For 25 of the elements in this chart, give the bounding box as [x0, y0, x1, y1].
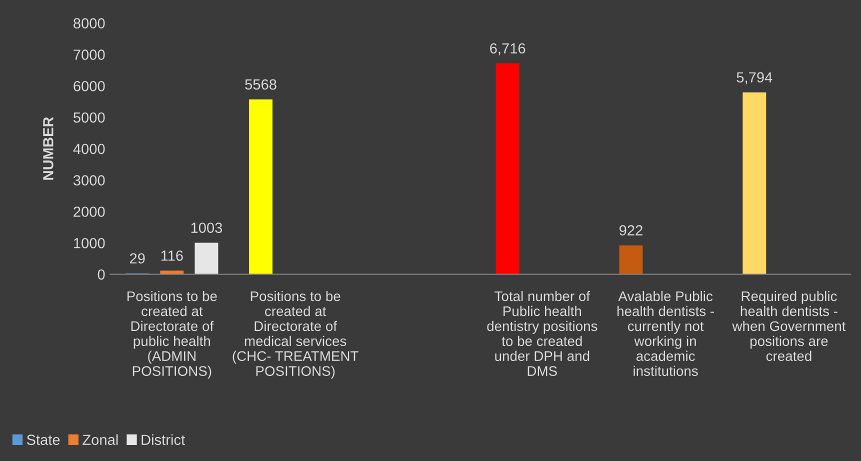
data-label: 1003: [191, 222, 222, 233]
x-tick-label: Positions to be created at Directorate of public health (ADMIN POSITIONS): [128, 290, 217, 379]
y-tick-label: 7000: [74, 50, 105, 60]
legend-label: District: [142, 434, 185, 445]
data-label: 29: [130, 253, 145, 264]
x-tick-label: Required public health dentists - when Government positions are created: [732, 290, 846, 362]
data-label: 6,716: [490, 43, 526, 56]
x-tick-label: Avalable Public health dentists - currently not working in academic institutions: [617, 290, 714, 376]
y-tick-label: 8000: [74, 18, 105, 28]
y-tick-label: 3000: [73, 175, 105, 186]
legend-label: Zonal: [82, 434, 118, 445]
data-label: 5568: [245, 79, 276, 90]
data-label: 922: [620, 225, 642, 236]
y-tick-label: 4000: [73, 144, 105, 154]
x-tick-label: Total number of Public health dentistry positions to be created under DPH and DMS: [487, 290, 598, 376]
legend-label: State: [26, 434, 60, 445]
y-tick-label: 6000: [74, 80, 105, 92]
y-axis-title: NUMBER: [43, 116, 54, 180]
x-tick-label: Positions to be created at Directorate of medical services (CHC- TREATMENT POSITIONS): [232, 290, 358, 379]
y-tick-label: 0: [98, 269, 105, 280]
y-tick-label: 5000: [73, 112, 105, 123]
data-label: 5,794: [736, 72, 772, 84]
y-tick-label: 1000: [74, 238, 105, 248]
y-tick-label: 2000: [74, 206, 105, 217]
data-label: 116: [161, 250, 183, 261]
